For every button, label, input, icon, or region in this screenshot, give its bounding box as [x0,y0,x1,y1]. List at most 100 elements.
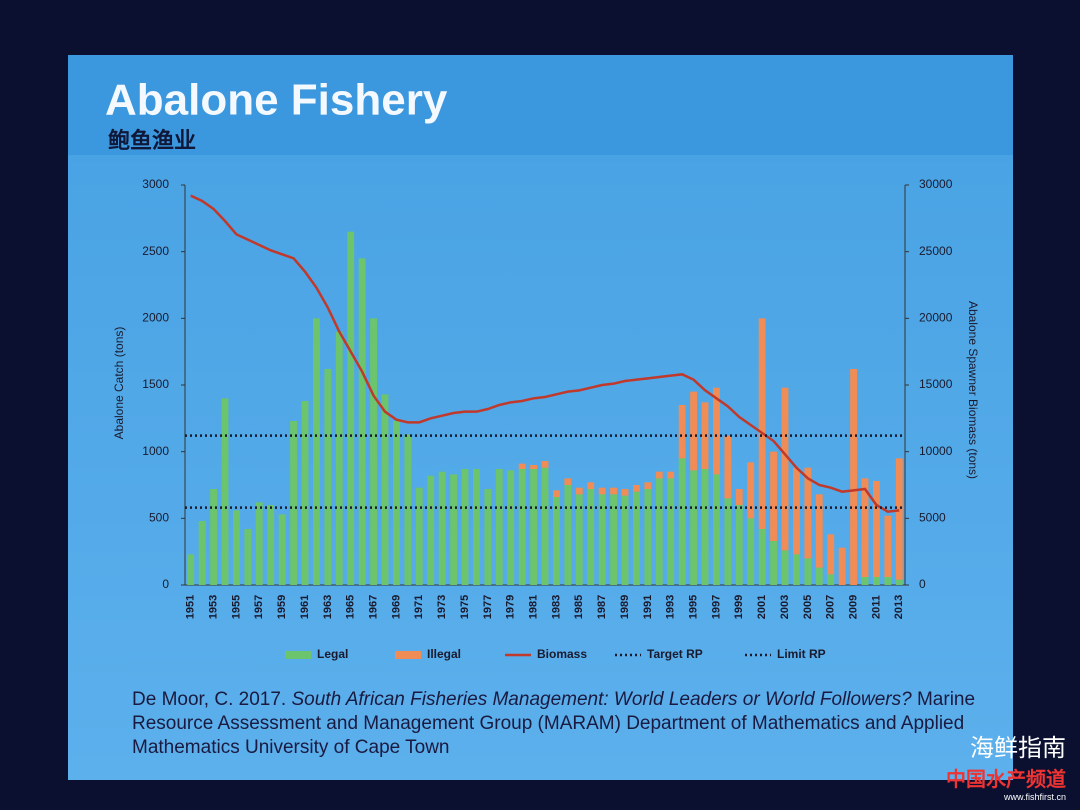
bar [541,461,549,468]
y2-tick-label: 25000 [919,244,953,258]
bar [575,487,583,495]
x-tick-label: 1975 [459,595,471,619]
bar [530,465,537,469]
bar [495,469,503,585]
bar [758,318,766,529]
bar [747,518,755,585]
bar [358,258,366,585]
bar [861,478,869,577]
bar [404,434,412,585]
x-tick-label: 1973 [436,595,448,619]
x-tick-label: 1989 [619,595,631,619]
bar [747,462,755,519]
bar [804,558,812,585]
bar [450,474,457,585]
x-tick-label: 1963 [322,595,334,619]
bar [461,469,469,585]
bar [210,489,217,585]
bar [667,478,675,585]
bar [598,494,606,585]
bar [873,577,880,585]
y-tick-label: 1000 [142,444,169,458]
bar [610,487,617,495]
watermark: 海鲜指南 中国水产频道 www.fishfirst.cn [946,728,1066,802]
x-tick-label: 2005 [802,595,814,619]
bar [701,469,709,585]
y-tick-label: 0 [162,577,169,591]
bar [564,478,572,485]
bar [793,467,800,555]
y2-tick-label: 30000 [919,177,953,191]
bar [770,541,777,585]
bar [781,387,789,551]
x-tick-label: 2001 [756,595,768,619]
citation-rest: Marine Resource Assessment and Managemen… [132,689,976,758]
bar [233,510,240,585]
bar [884,577,892,585]
x-tick-label: 1979 [505,595,517,619]
y2-tick-label: 20000 [919,311,953,325]
bar [724,435,732,499]
x-tick-label: 2009 [847,595,859,619]
bar [473,469,480,585]
bar [427,475,435,585]
x-tick-label: 1987 [596,595,608,619]
legend-swatch [285,651,311,659]
bar [290,421,297,585]
y-tick-label: 1500 [142,377,169,391]
x-tick-label: 1997 [710,595,722,619]
bar [770,451,777,541]
x-tick-label: 1959 [276,595,288,619]
bar [827,574,835,585]
x-tick-label: 1977 [482,595,494,619]
x-tick-label: 1969 [390,595,402,619]
legend-label: Target RP [647,647,703,661]
slide-header [68,55,1013,155]
y2-tick-label: 10000 [919,444,953,458]
legend-label: Limit RP [777,647,826,661]
bar [381,394,389,585]
bar [678,405,686,459]
y-tick-label: 3000 [142,177,169,191]
watermark-name: 海鲜指南 [970,735,1066,762]
x-tick-label: 1995 [687,595,699,619]
bar [575,494,583,585]
legend-label: Biomass [537,647,587,661]
bar [690,391,697,471]
bar [827,534,835,575]
bar [655,471,663,479]
legend-label: Legal [317,647,348,661]
y2-axis-label: Abalone Spawner Biomass (tons) [966,301,980,479]
bar [884,515,892,577]
x-tick-label: 1981 [527,595,539,619]
bar [667,471,675,479]
bar [313,318,320,585]
bar [644,489,652,585]
x-tick-label: 1953 [207,595,219,619]
bar [335,331,343,585]
bar [587,489,595,585]
x-tick-label: 1955 [230,595,242,619]
bar [873,481,880,577]
x-tick-label: 1951 [185,595,197,619]
x-tick-label: 1971 [413,595,425,619]
bar [758,529,766,585]
x-tick-label: 1985 [573,595,585,619]
line [190,194,900,513]
bar [838,547,846,585]
y-tick-label: 500 [149,511,169,525]
bar [781,550,789,585]
bar [221,398,229,585]
y-tick-label: 2000 [142,311,169,325]
bar [530,469,537,585]
bar [324,369,332,585]
y2-tick-label: 15000 [919,377,953,391]
x-tick-label: 2003 [779,595,791,619]
x-tick-label: 1999 [733,595,745,619]
citation-title: South African Fisheries Management: Worl… [291,689,912,710]
bar [518,463,526,469]
x-tick-label: 1991 [642,595,654,619]
bar [735,505,743,585]
x-tick-label: 2007 [825,595,837,619]
bar [644,482,652,489]
